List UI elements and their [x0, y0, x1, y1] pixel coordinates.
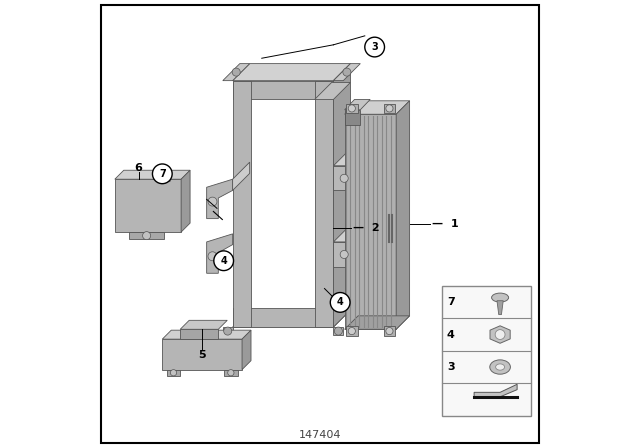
Polygon shape: [346, 104, 358, 113]
Ellipse shape: [492, 293, 509, 302]
Polygon shape: [345, 99, 370, 110]
Polygon shape: [224, 370, 237, 376]
Text: 3: 3: [371, 42, 378, 52]
Circle shape: [228, 370, 234, 376]
Circle shape: [348, 327, 355, 335]
Polygon shape: [346, 326, 358, 336]
FancyBboxPatch shape: [442, 286, 531, 416]
Polygon shape: [355, 149, 372, 190]
Circle shape: [348, 105, 355, 112]
Polygon shape: [497, 301, 503, 314]
Polygon shape: [223, 327, 233, 335]
Polygon shape: [384, 104, 396, 113]
Polygon shape: [474, 384, 517, 397]
Circle shape: [343, 68, 351, 76]
Circle shape: [334, 327, 342, 335]
Polygon shape: [233, 81, 333, 99]
Polygon shape: [223, 64, 250, 81]
Polygon shape: [345, 101, 410, 114]
Polygon shape: [355, 225, 372, 267]
Polygon shape: [180, 329, 218, 339]
Polygon shape: [163, 339, 242, 370]
Polygon shape: [345, 316, 410, 329]
Polygon shape: [233, 310, 351, 327]
Polygon shape: [207, 234, 233, 273]
Polygon shape: [181, 170, 190, 232]
Circle shape: [152, 164, 172, 184]
Circle shape: [170, 370, 177, 376]
Circle shape: [330, 293, 350, 312]
Polygon shape: [207, 179, 233, 219]
Text: 7: 7: [159, 169, 166, 179]
Polygon shape: [490, 326, 510, 343]
Text: 7: 7: [447, 297, 454, 307]
Polygon shape: [345, 114, 396, 329]
Polygon shape: [333, 64, 360, 81]
Circle shape: [340, 250, 348, 258]
Ellipse shape: [490, 360, 511, 374]
Text: 4: 4: [337, 297, 344, 307]
Text: 5: 5: [198, 350, 206, 360]
Polygon shape: [242, 330, 251, 370]
Polygon shape: [115, 179, 181, 232]
Polygon shape: [233, 81, 252, 327]
Polygon shape: [129, 232, 164, 239]
Polygon shape: [315, 82, 351, 99]
Polygon shape: [233, 308, 333, 327]
Polygon shape: [345, 110, 360, 125]
Ellipse shape: [495, 364, 504, 370]
Polygon shape: [333, 64, 351, 327]
Polygon shape: [333, 327, 343, 335]
Circle shape: [208, 197, 217, 206]
Circle shape: [386, 105, 393, 112]
Text: 3: 3: [447, 362, 454, 372]
Polygon shape: [396, 101, 410, 329]
Text: 147404: 147404: [299, 431, 341, 440]
Circle shape: [386, 327, 393, 335]
Circle shape: [340, 174, 348, 182]
Text: —  1: — 1: [432, 219, 459, 229]
Polygon shape: [233, 64, 351, 81]
Polygon shape: [333, 149, 372, 166]
Circle shape: [214, 251, 234, 271]
Text: 4: 4: [447, 330, 455, 340]
Polygon shape: [333, 166, 355, 190]
Text: 4: 4: [220, 256, 227, 266]
Polygon shape: [163, 330, 251, 339]
Circle shape: [224, 327, 232, 335]
Circle shape: [208, 252, 217, 261]
Polygon shape: [115, 170, 190, 179]
Text: 6: 6: [134, 163, 143, 172]
Polygon shape: [333, 242, 355, 267]
Polygon shape: [233, 162, 250, 190]
Polygon shape: [315, 81, 333, 327]
Polygon shape: [333, 225, 372, 242]
Circle shape: [365, 37, 385, 57]
Polygon shape: [167, 370, 180, 376]
Circle shape: [232, 68, 240, 76]
Polygon shape: [180, 320, 227, 329]
Circle shape: [143, 232, 150, 240]
Polygon shape: [384, 326, 396, 336]
Circle shape: [495, 330, 505, 340]
Text: —  2: — 2: [353, 224, 380, 233]
